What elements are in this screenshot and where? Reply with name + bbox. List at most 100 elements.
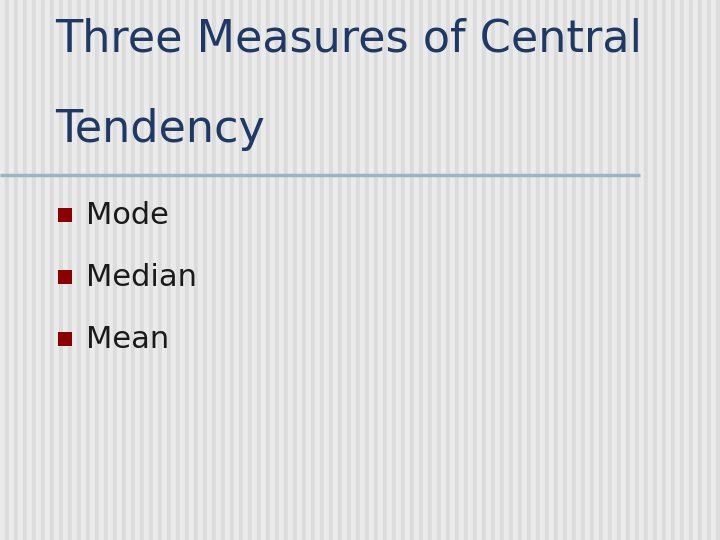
- Bar: [437, 0, 441, 540]
- Bar: [342, 0, 347, 540]
- Bar: [428, 0, 432, 540]
- Bar: [585, 0, 590, 540]
- Bar: [707, 0, 711, 540]
- Bar: [545, 0, 549, 540]
- Bar: [441, 0, 446, 540]
- Bar: [59, 0, 63, 540]
- Bar: [482, 0, 486, 540]
- Bar: [378, 0, 383, 540]
- Text: Three Measures of Central: Three Measures of Central: [55, 18, 642, 61]
- Bar: [122, 0, 126, 540]
- Bar: [58, 332, 72, 346]
- Bar: [554, 0, 558, 540]
- Bar: [329, 0, 333, 540]
- Bar: [5, 0, 9, 540]
- Bar: [176, 0, 180, 540]
- Bar: [158, 0, 162, 540]
- Bar: [306, 0, 311, 540]
- Bar: [293, 0, 297, 540]
- Bar: [189, 0, 194, 540]
- Bar: [639, 0, 644, 540]
- Bar: [9, 0, 14, 540]
- Bar: [459, 0, 464, 540]
- Bar: [374, 0, 378, 540]
- Bar: [599, 0, 603, 540]
- Bar: [54, 0, 59, 540]
- Bar: [621, 0, 626, 540]
- Bar: [693, 0, 698, 540]
- Bar: [90, 0, 95, 540]
- Bar: [360, 0, 365, 540]
- Bar: [567, 0, 572, 540]
- Bar: [234, 0, 239, 540]
- Bar: [536, 0, 540, 540]
- Bar: [495, 0, 500, 540]
- Bar: [225, 0, 230, 540]
- Bar: [180, 0, 185, 540]
- Bar: [284, 0, 288, 540]
- Bar: [347, 0, 351, 540]
- Bar: [635, 0, 639, 540]
- Bar: [644, 0, 648, 540]
- Bar: [446, 0, 450, 540]
- Bar: [333, 0, 338, 540]
- Bar: [671, 0, 675, 540]
- Bar: [653, 0, 657, 540]
- Bar: [401, 0, 405, 540]
- Bar: [680, 0, 684, 540]
- Bar: [203, 0, 207, 540]
- Bar: [450, 0, 455, 540]
- Bar: [666, 0, 671, 540]
- Bar: [563, 0, 567, 540]
- Bar: [27, 0, 32, 540]
- Text: Median: Median: [86, 262, 197, 292]
- Bar: [369, 0, 374, 540]
- Bar: [603, 0, 608, 540]
- Bar: [297, 0, 302, 540]
- Bar: [392, 0, 396, 540]
- Bar: [423, 0, 428, 540]
- Bar: [14, 0, 18, 540]
- Bar: [509, 0, 513, 540]
- Bar: [131, 0, 135, 540]
- Bar: [216, 0, 221, 540]
- Bar: [23, 0, 27, 540]
- Bar: [500, 0, 504, 540]
- Bar: [86, 0, 90, 540]
- Bar: [135, 0, 140, 540]
- Bar: [248, 0, 252, 540]
- Bar: [81, 0, 86, 540]
- Bar: [594, 0, 599, 540]
- Bar: [626, 0, 630, 540]
- Bar: [104, 0, 108, 540]
- Bar: [356, 0, 360, 540]
- Bar: [243, 0, 248, 540]
- Bar: [522, 0, 527, 540]
- Bar: [257, 0, 261, 540]
- Bar: [576, 0, 581, 540]
- Bar: [648, 0, 653, 540]
- Bar: [185, 0, 189, 540]
- Bar: [252, 0, 257, 540]
- Bar: [711, 0, 716, 540]
- Bar: [504, 0, 509, 540]
- Bar: [684, 0, 689, 540]
- Bar: [419, 0, 423, 540]
- Bar: [275, 0, 279, 540]
- Bar: [617, 0, 621, 540]
- Bar: [239, 0, 243, 540]
- Bar: [608, 0, 612, 540]
- Bar: [531, 0, 536, 540]
- Bar: [36, 0, 41, 540]
- Bar: [171, 0, 176, 540]
- Bar: [581, 0, 585, 540]
- Bar: [527, 0, 531, 540]
- Bar: [212, 0, 216, 540]
- Bar: [396, 0, 401, 540]
- Bar: [338, 0, 342, 540]
- Bar: [266, 0, 270, 540]
- Bar: [230, 0, 234, 540]
- Bar: [288, 0, 293, 540]
- Bar: [315, 0, 320, 540]
- Bar: [68, 0, 72, 540]
